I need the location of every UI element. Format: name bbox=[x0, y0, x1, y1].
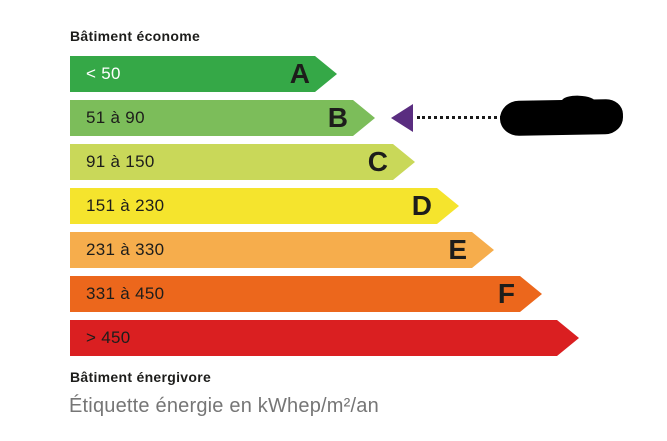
class-letter: C bbox=[367, 146, 388, 177]
energy-bar-a: < 50 A bbox=[70, 56, 337, 92]
pointer-arrow-icon bbox=[391, 104, 413, 132]
energy-bar-g: > 450 bbox=[70, 320, 579, 356]
range-label: 151 à 230 bbox=[86, 196, 165, 215]
class-letter: A bbox=[289, 58, 310, 89]
range-label: 91 à 150 bbox=[86, 152, 155, 171]
dotted-connector-line bbox=[417, 116, 503, 119]
energy-intensive-building-label: Bâtiment énergivore bbox=[70, 369, 212, 385]
energy-scale: < 50 A 51 à 90 B 91 à 150 C 151 à 230 D 231 à 33… bbox=[70, 56, 579, 364]
chart-caption: Étiquette énergie en kWhep/m²/an bbox=[69, 395, 379, 417]
energy-bar-f: 331 à 450 F bbox=[70, 276, 542, 312]
range-label: 331 à 450 bbox=[86, 284, 165, 303]
class-letter: B bbox=[327, 102, 348, 133]
energy-bar-d: 151 à 230 D bbox=[70, 188, 459, 224]
class-letter: E bbox=[448, 234, 467, 265]
class-letter: F bbox=[497, 278, 515, 309]
range-label: < 50 bbox=[86, 64, 121, 83]
redaction-blob bbox=[499, 98, 624, 137]
economical-building-label: Bâtiment économe bbox=[70, 28, 201, 44]
energy-bar-c: 91 à 150 C bbox=[70, 144, 415, 180]
range-label: 51 à 90 bbox=[86, 108, 145, 127]
range-label: > 450 bbox=[86, 328, 131, 347]
range-label: 231 à 330 bbox=[86, 240, 165, 259]
energy-bar-b: 51 à 90 B bbox=[70, 100, 375, 136]
energy-bar-e: 231 à 330 E bbox=[70, 232, 494, 268]
class-letter: D bbox=[411, 190, 432, 221]
